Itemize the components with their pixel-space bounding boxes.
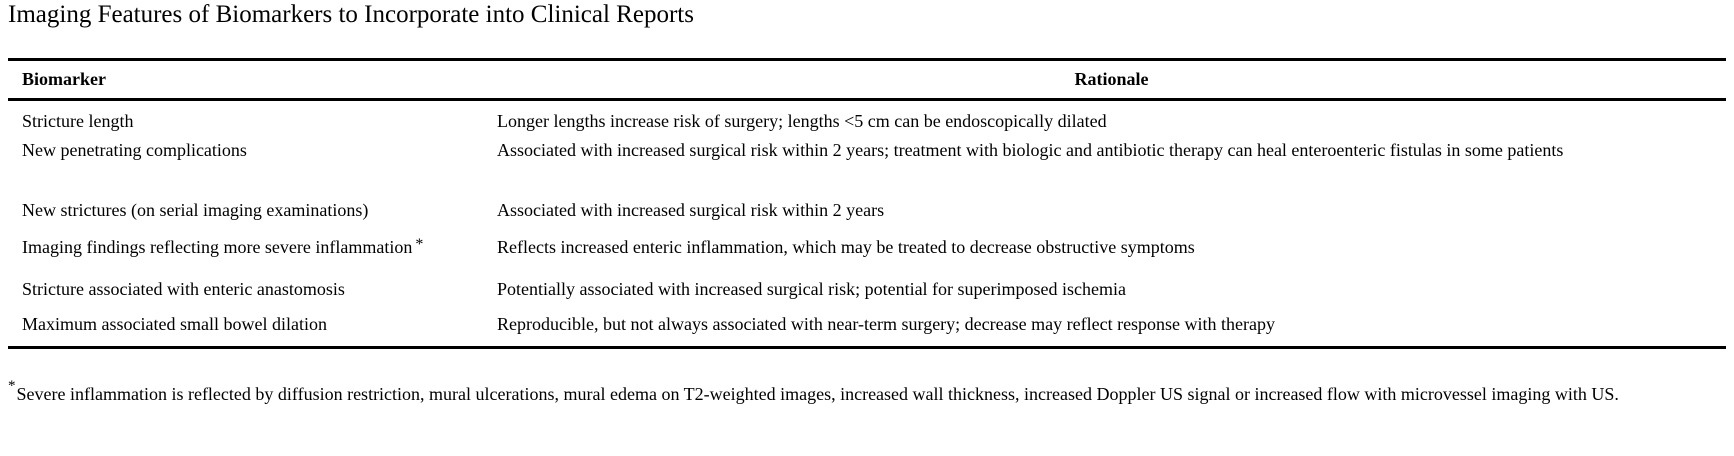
biomarker-text: Imaging findings reflecting more severe … — [22, 236, 413, 257]
biomarker-cell: Stricture associated with enteric anasto… — [22, 278, 345, 299]
rationale-cell: Reflects increased enteric inflammation,… — [497, 236, 1195, 257]
rationale-cell: Potentially associated with increased su… — [497, 278, 1127, 299]
biomarker-cell: Maximum associated small bowel dilation — [8, 311, 497, 349]
rationale-cell: Longer lengths increase risk of surgery;… — [497, 111, 1107, 131]
table-row: New penetrating complications Associated… — [8, 138, 1726, 198]
biomarker-table: Biomarker Rationale Stricture length Lon… — [8, 58, 1726, 349]
table-footnote: *Severe inflammation is reflected by dif… — [8, 378, 1730, 408]
footnote-marker: * — [8, 378, 16, 394]
table-title: Imaging Features of Biomarkers to Incorp… — [8, 1, 694, 28]
footnote-marker: * — [415, 235, 424, 253]
rationale-cell: Associated with increased surgical risk … — [497, 199, 885, 220]
table-header-row: Biomarker Rationale — [8, 58, 1726, 101]
rationale-cell: Associated with increased surgical risk … — [497, 139, 1564, 160]
table-row: Stricture length Longer lengths increase… — [8, 100, 1726, 138]
table-row: Maximum associated small bowel dilation … — [8, 311, 1726, 349]
header-biomarker: Biomarker — [8, 58, 497, 101]
table-row: Imaging findings reflecting more severe … — [8, 236, 1726, 274]
biomarker-cell: New strictures (on serial imaging examin… — [22, 199, 369, 220]
biomarker-cell: Imaging findings reflecting more severe … — [8, 236, 497, 274]
biomarker-cell: Stricture length — [22, 111, 134, 131]
footnote-text: Severe inflammation is reflected by diff… — [16, 384, 1619, 404]
header-rationale: Rationale — [497, 58, 1726, 101]
table-row: Stricture associated with enteric anasto… — [8, 274, 1726, 312]
table-row: New strictures (on serial imaging examin… — [8, 198, 1726, 236]
biomarker-cell: New penetrating complications — [22, 139, 247, 160]
rationale-cell: Reproducible, but not always associated … — [497, 311, 1726, 349]
